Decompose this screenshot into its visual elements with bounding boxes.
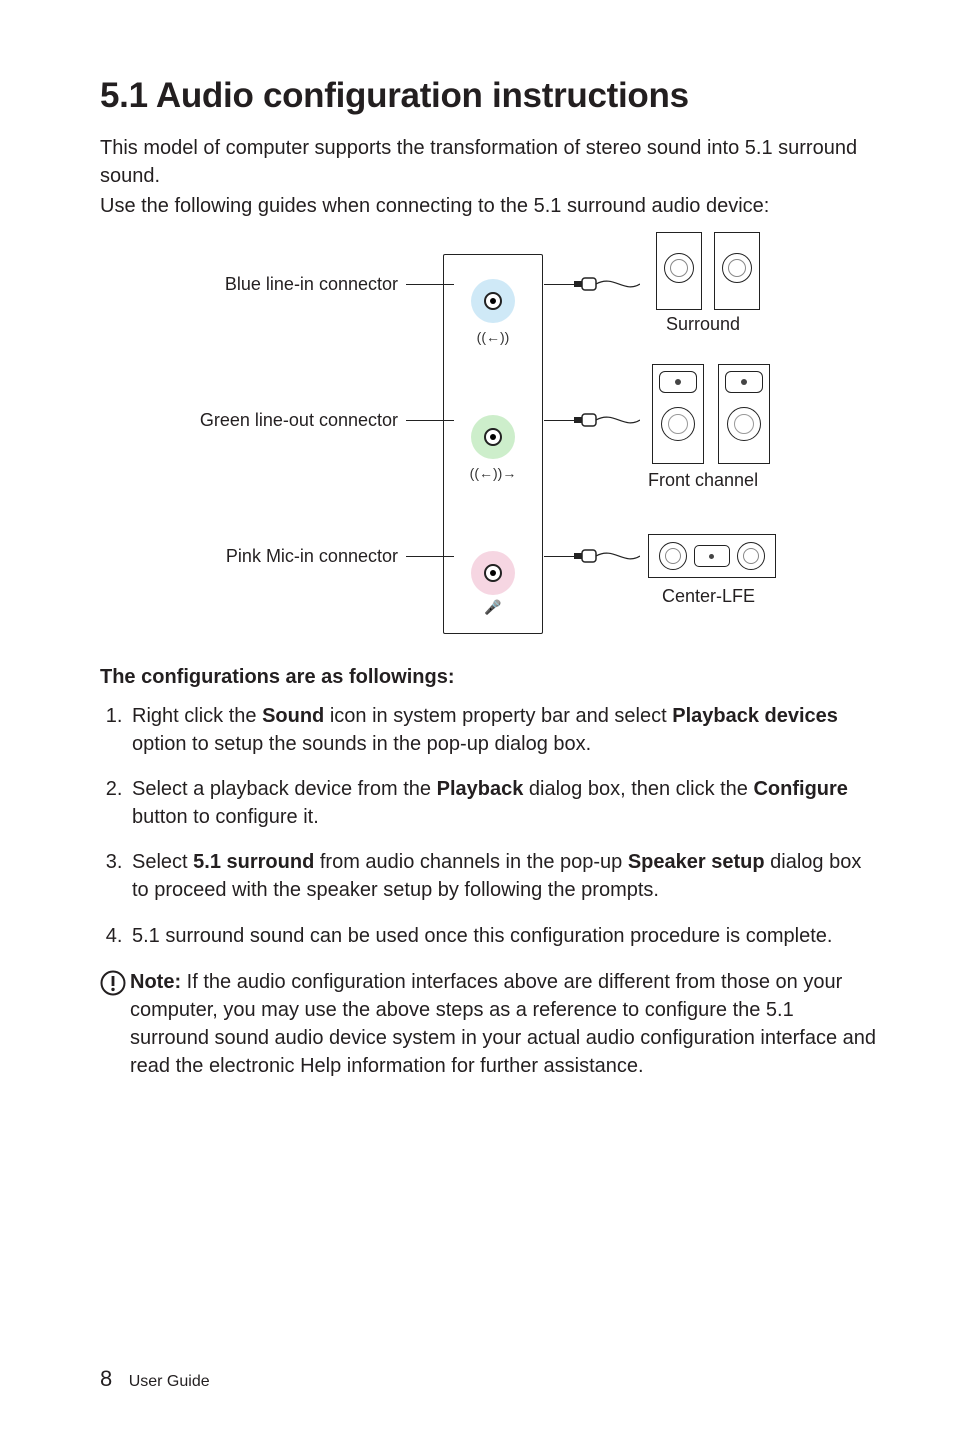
step-1: Right click the Sound icon in system pro… <box>128 703 876 758</box>
intro-line2: Use the following guides when connecting… <box>100 192 876 220</box>
label-green-connector: Green line-out connector <box>138 410 398 431</box>
pink-port <box>471 551 515 595</box>
rear-audio-panel: ((←)) ((←))→ 🎤 <box>443 254 543 634</box>
step-4: 5.1 surround sound can be used once this… <box>128 923 876 951</box>
plug-icon <box>574 412 640 428</box>
plug-icon <box>574 276 640 292</box>
surround-speaker-left <box>656 232 702 310</box>
step-2: Select a playback device from the Playba… <box>128 776 876 831</box>
page-number: 8 <box>100 1366 112 1391</box>
front-speaker-right <box>718 364 770 464</box>
front-speaker-left <box>652 364 704 464</box>
config-steps: Right click the Sound icon in system pro… <box>100 703 876 950</box>
blue-port <box>471 279 515 323</box>
step-3: Select 5.1 surround from audio channels … <box>128 849 876 904</box>
note-text: Note: If the audio configuration interfa… <box>130 968 876 1080</box>
center-lfe-speaker <box>648 534 776 578</box>
green-port <box>471 415 515 459</box>
page-footer: 8 User Guide <box>100 1366 210 1392</box>
footer-label: User Guide <box>129 1373 210 1390</box>
intro-line1: This model of computer supports the tran… <box>100 134 876 190</box>
note-icon <box>100 970 130 1080</box>
surround-speaker-right <box>714 232 760 310</box>
label-center-lfe: Center-LFE <box>662 586 755 607</box>
label-surround: Surround <box>666 314 740 335</box>
page-title: 5.1 Audio configuration instructions <box>100 76 876 116</box>
audio-diagram: Blue line-in connector Green line-out co… <box>138 238 838 638</box>
config-subhead: The configurations are as followings: <box>100 666 876 689</box>
line-out-icon: ((←))→ <box>470 465 517 481</box>
plug-icon <box>574 548 640 564</box>
label-front-channel: Front channel <box>648 470 758 491</box>
label-pink-connector: Pink Mic-in connector <box>138 546 398 567</box>
label-blue-connector: Blue line-in connector <box>138 274 398 295</box>
mic-icon: 🎤 <box>484 599 501 616</box>
line-in-icon: ((←)) <box>477 329 510 345</box>
